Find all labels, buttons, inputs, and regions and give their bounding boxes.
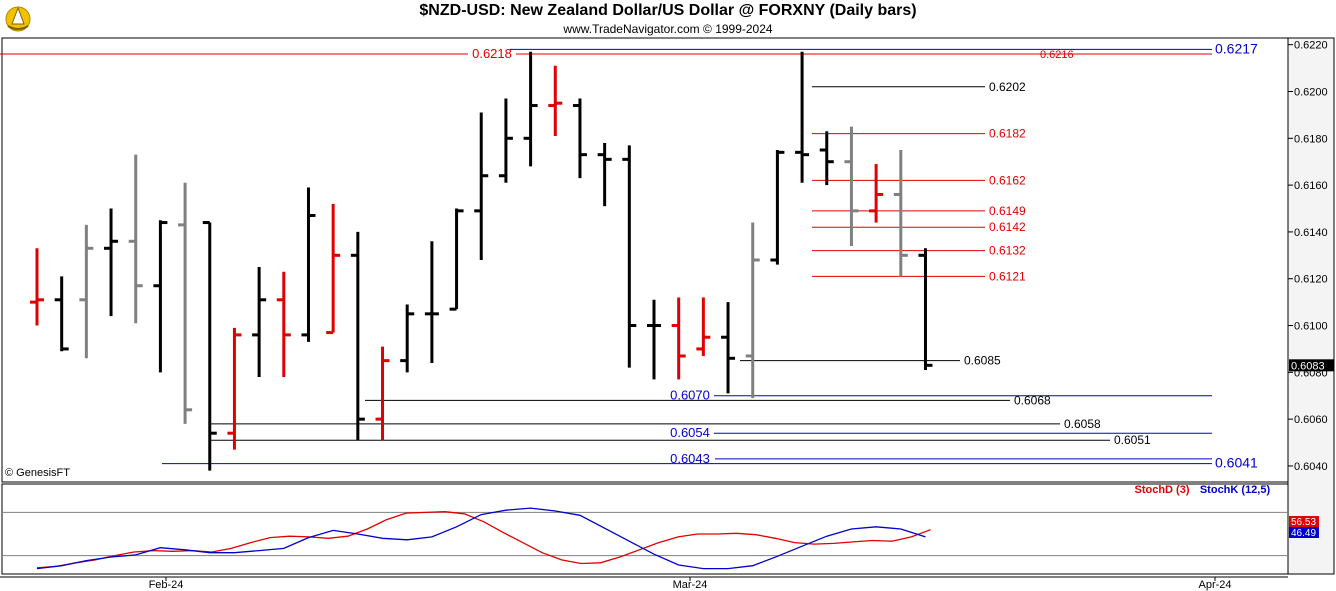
y-tick-label: 0.6140 — [1294, 227, 1328, 239]
ohlc-bar — [350, 231, 365, 441]
level-label-bg — [666, 388, 714, 403]
stoch-legend-k: StochK (12,5) — [1200, 484, 1271, 496]
y-tick-label: 0.6120 — [1294, 274, 1328, 286]
level-label-0.6217: 0.6217 — [1215, 40, 1258, 56]
ohlc-bar — [498, 98, 513, 183]
level-label-0.6051: 0.6051 — [1114, 433, 1151, 447]
ohlc-bar — [276, 271, 291, 378]
ohlc-bar — [795, 51, 810, 183]
ohlc-bar — [770, 150, 785, 265]
x-tick-label: Feb-24 — [149, 579, 184, 591]
level-label-0.6182: 0.6182 — [989, 127, 1026, 141]
ohlc-bar — [671, 297, 686, 380]
ohlc-bar — [597, 142, 612, 207]
y-tick-label: 0.6200 — [1294, 86, 1328, 98]
last-price-label: 0.6083 — [1291, 360, 1325, 372]
ohlc-bar — [893, 150, 908, 277]
ohlc-bar — [375, 346, 390, 441]
stoch-line-stochk — [36, 507, 926, 570]
level-label-0.6068: 0.6068 — [1014, 393, 1051, 407]
ohlc-bar — [572, 98, 587, 179]
stoch-k-badge — [1289, 527, 1319, 538]
ohlc-bar — [819, 131, 834, 186]
ohlc-bar — [178, 182, 193, 424]
level-label-0.6041: 0.6041 — [1215, 455, 1258, 471]
y-tick-label: 0.6160 — [1294, 180, 1328, 192]
ohlc-bar — [301, 187, 316, 342]
ohlc-bar — [647, 299, 661, 380]
stoch-k-value: 46.49 — [1291, 528, 1316, 539]
copyright-label: © GenesisFT — [5, 467, 70, 479]
ohlc-bar — [869, 164, 884, 223]
level-label-0.6121: 0.6121 — [989, 269, 1026, 283]
ohlc-bar — [153, 220, 168, 373]
ohlc-bar — [449, 208, 464, 311]
level-label-0.6085: 0.6085 — [964, 354, 1001, 368]
level-label-bg — [666, 451, 714, 466]
level-label-bg — [666, 426, 714, 441]
level-label-bg — [468, 47, 516, 62]
y-tick-label: 0.6180 — [1294, 133, 1328, 145]
stoch-d-badge — [1289, 516, 1319, 527]
stoch-line-stochd — [36, 511, 931, 569]
y-tick-label: 0.6060 — [1294, 414, 1328, 426]
ohlc-bar — [721, 302, 736, 394]
level-label-0.6043: 0.6043 — [670, 451, 710, 466]
level-label-0.6058: 0.6058 — [1064, 417, 1101, 431]
level-label-0.6132: 0.6132 — [989, 244, 1026, 258]
chart-title: $NZD-USD: New Zealand Dollar/US Dollar @… — [419, 2, 917, 19]
level-label-0.6216: 0.6216 — [1040, 49, 1074, 61]
level-label-0.6054: 0.6054 — [670, 425, 710, 440]
ohlc-bar — [104, 208, 119, 317]
level-label-0.6142: 0.6142 — [989, 220, 1026, 234]
ohlc-bar — [30, 248, 44, 326]
x-tick-label: Apr-24 — [1198, 579, 1231, 591]
ohlc-bar — [54, 276, 69, 352]
tradenavigator-logo-icon — [2, 2, 34, 34]
level-label-0.6162: 0.6162 — [989, 173, 1026, 187]
y-tick-label: 0.6220 — [1294, 40, 1328, 52]
y-tick-label: 0.6100 — [1294, 321, 1328, 333]
ohlc-bar — [252, 267, 267, 378]
last-price-badge — [1289, 359, 1334, 372]
ohlc-bar — [622, 145, 637, 368]
y-axis-panel — [1287, 37, 1335, 575]
level-label-0.6218: 0.6218 — [472, 46, 512, 61]
stoch-legend-d: StochD (3) — [1135, 484, 1190, 496]
x-tick-label: Mar-24 — [673, 579, 708, 591]
ohlc-bar — [202, 221, 217, 471]
ohlc-bar — [128, 154, 143, 324]
chart-subtitle: www.TradeNavigator.com © 1999-2024 — [563, 22, 773, 36]
ohlc-bar — [326, 203, 341, 335]
ohlc-bar — [918, 248, 933, 370]
ohlc-bar — [424, 241, 439, 363]
ohlc-bar — [227, 327, 242, 450]
ohlc-bar — [548, 65, 563, 136]
y-tick-label: 0.6040 — [1294, 461, 1328, 473]
ohlc-bar — [523, 51, 538, 167]
stoch-d-value: 56.53 — [1291, 517, 1316, 528]
ohlc-bar — [400, 304, 415, 373]
ohlc-bar — [696, 297, 711, 356]
ohlc-bar — [745, 222, 760, 399]
level-label-0.6149: 0.6149 — [989, 204, 1026, 218]
ohlc-bar — [79, 224, 94, 359]
level-label-0.6070: 0.6070 — [670, 388, 710, 403]
level-label-0.6202: 0.6202 — [989, 80, 1026, 94]
ohlc-bar — [474, 112, 489, 260]
ohlc-bar — [844, 126, 859, 246]
